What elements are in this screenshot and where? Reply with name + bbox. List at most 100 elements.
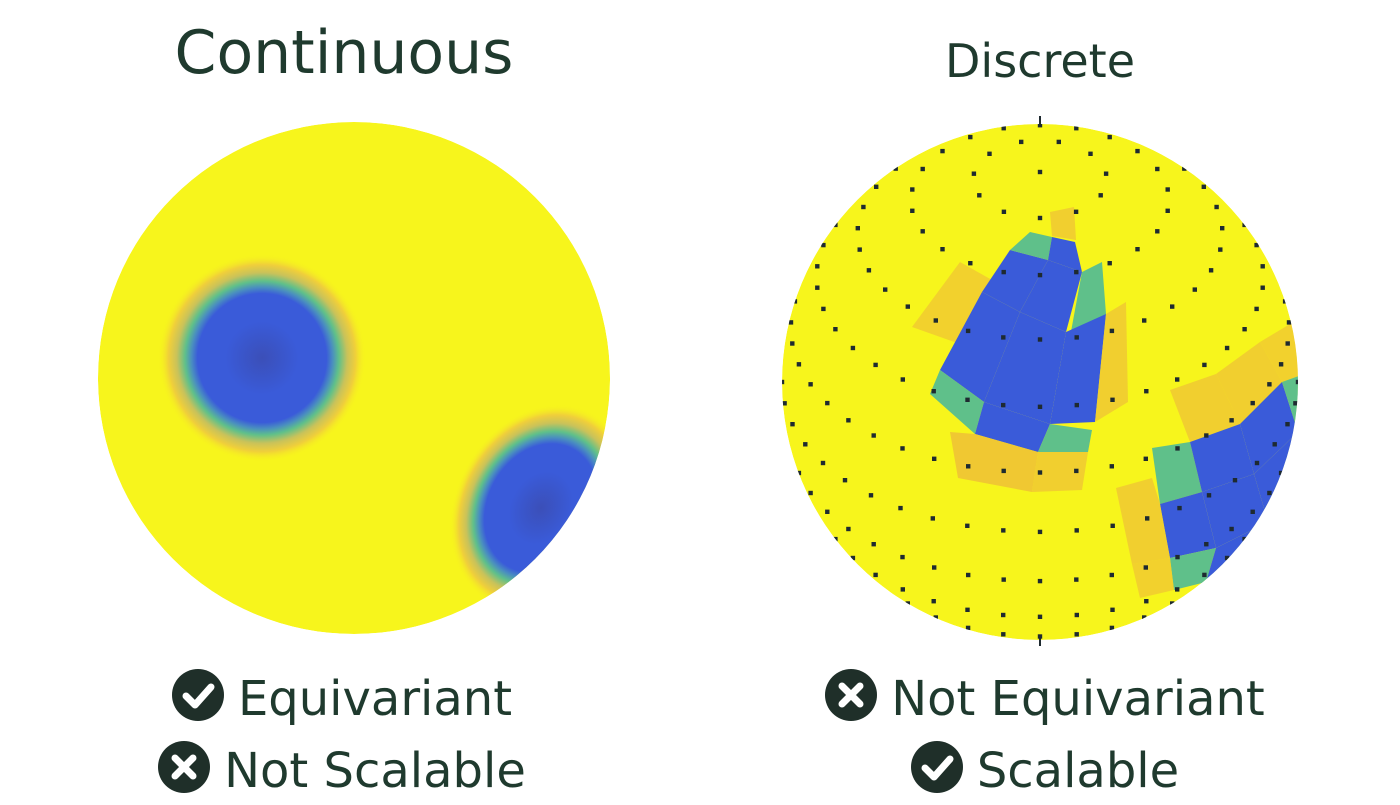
sample-dot <box>940 148 945 154</box>
sample-dot <box>1254 460 1260 466</box>
sample-dots <box>782 124 1298 639</box>
sample-dot <box>1170 304 1175 309</box>
sample-dot <box>1278 362 1284 367</box>
sample-dot <box>1182 166 1187 171</box>
sample-dot <box>1282 299 1288 304</box>
sample-dot <box>1175 377 1180 382</box>
sample-dot <box>1218 247 1223 252</box>
check-circle-icon <box>910 741 963 793</box>
sample-dot <box>1074 632 1079 637</box>
sample-dot <box>1107 261 1112 266</box>
sample-dot <box>1204 542 1209 547</box>
sample-dot <box>1109 328 1115 334</box>
sample-dot <box>1242 222 1247 228</box>
sample-dot <box>965 625 971 631</box>
sample-dot <box>1019 139 1024 145</box>
sample-dot <box>1144 599 1149 604</box>
check-circle-icon <box>171 669 224 721</box>
sample-dot <box>1250 509 1255 514</box>
sample-dot <box>893 166 898 171</box>
sample-dot <box>790 422 795 427</box>
sample-dot <box>900 587 905 592</box>
sample-dot <box>842 478 848 483</box>
sample-dot <box>821 306 826 312</box>
sample-dot <box>873 572 878 578</box>
continuous-sphere <box>98 122 610 634</box>
sample-dot <box>971 171 977 176</box>
sample-dot <box>825 509 830 514</box>
sample-dot <box>790 341 795 346</box>
sample-dot <box>861 204 866 210</box>
sample-dot <box>920 166 925 172</box>
sample-dot <box>1037 337 1043 342</box>
continuous-title: Continuous <box>174 18 514 88</box>
sample-dot <box>1001 335 1006 340</box>
sample-dot <box>820 460 826 466</box>
sample-dot <box>821 242 826 248</box>
sample-dot <box>1001 612 1006 618</box>
sample-dot <box>808 382 813 387</box>
sample-dot <box>815 285 820 290</box>
discrete-sphere <box>782 116 1298 646</box>
sample-dot <box>1229 526 1234 532</box>
sample-dot <box>1135 247 1140 252</box>
sample-dot <box>1135 148 1140 154</box>
sample-dot <box>1224 555 1230 561</box>
sample-dot <box>1295 379 1298 385</box>
sample-dot <box>871 542 876 547</box>
sample-dot <box>833 536 838 542</box>
sample-dot <box>792 299 798 304</box>
sample-dot <box>1088 151 1093 156</box>
sample-dot <box>900 377 905 382</box>
sample-dot <box>1177 505 1182 511</box>
sample-dot <box>1155 229 1160 234</box>
sample-dot <box>1037 614 1043 619</box>
sample-dot <box>1267 382 1272 387</box>
sample-dot <box>803 442 808 447</box>
sample-dot <box>1254 306 1259 312</box>
sample-dot <box>930 516 935 521</box>
sample-dot <box>1242 327 1247 332</box>
sample-dot <box>1208 268 1214 273</box>
sample-dot <box>1144 389 1149 394</box>
sample-dot <box>910 187 915 192</box>
sample-dot <box>1037 215 1043 221</box>
sample-dot <box>1232 478 1238 483</box>
sample-dot <box>910 208 915 213</box>
sample-dot <box>857 247 862 252</box>
sample-dot <box>1074 468 1079 474</box>
patch-upper-left <box>912 207 1128 492</box>
sample-dot <box>1175 554 1180 560</box>
sample-dot <box>846 418 851 423</box>
sample-dot <box>1260 285 1265 290</box>
sample-dot <box>905 304 910 309</box>
sample-dot <box>1074 612 1079 618</box>
sample-dot <box>1143 456 1148 461</box>
sample-dot <box>1109 625 1115 631</box>
sample-dot <box>1074 335 1079 340</box>
sample-dot <box>1142 318 1147 323</box>
sample-dot <box>898 505 903 511</box>
sample-dot <box>1001 126 1006 131</box>
sample-dot <box>1286 320 1292 325</box>
sample-dot <box>905 601 910 606</box>
sample-dot <box>1220 226 1225 231</box>
sample-dot <box>788 320 794 325</box>
sample-dot <box>833 327 838 332</box>
sample-dot <box>1037 404 1043 409</box>
sample-dot <box>1192 287 1197 292</box>
property-row: Scalable <box>695 738 1395 801</box>
sample-dot <box>1037 470 1043 475</box>
sample-dot <box>965 397 970 402</box>
sample-dot <box>873 362 878 368</box>
sample-dot <box>1103 171 1109 176</box>
sample-dot <box>871 433 876 438</box>
x-circle-icon <box>158 741 211 793</box>
x-circle-icon <box>825 669 878 721</box>
sample-dot <box>1254 242 1259 248</box>
property-row: Not Equivariant <box>695 666 1395 729</box>
sample-dot <box>931 389 936 394</box>
sample-dot <box>1109 464 1114 469</box>
sample-dot <box>808 490 813 496</box>
discrete-title: Discrete <box>945 34 1135 88</box>
